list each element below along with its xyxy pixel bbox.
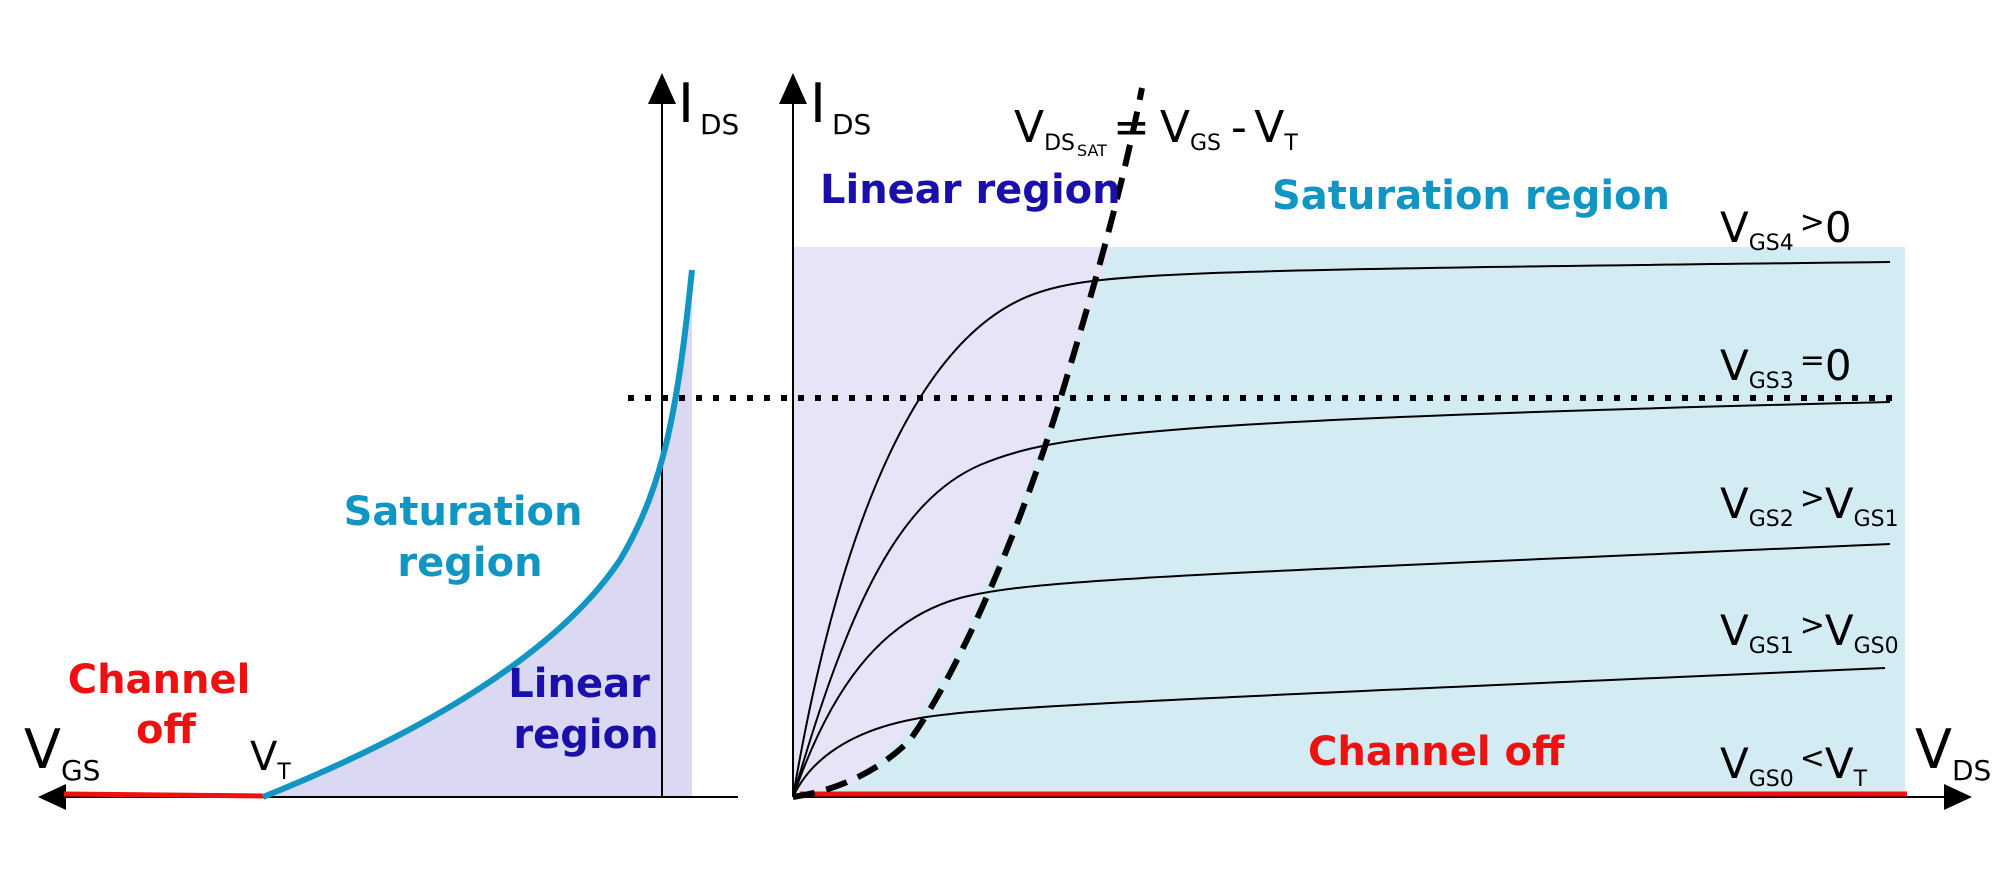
curve-label-vgs0: VGS0<VT	[1720, 739, 1868, 792]
right-x-axis-label: VDS	[1915, 718, 1991, 787]
output-curve-vgs1	[792, 667, 1886, 798]
left-linear-region-fill	[263, 270, 692, 797]
right-linear-region-label: Linear region	[820, 167, 1121, 213]
curve-label-vgs1: VGS1>VGS0	[1720, 606, 1899, 659]
curve-label-vgs3: VGS3=0	[1720, 341, 1852, 394]
output-curve-vgs4	[792, 261, 1891, 798]
left-x-axis-arrow	[38, 784, 66, 810]
curve-label-vgs4: VGS4>0	[1720, 203, 1852, 256]
right-channel-off-label: Channel off	[1308, 729, 1565, 775]
transfer-curve	[261, 269, 695, 800]
left-x-axis-label: VGS	[24, 718, 100, 787]
right-y-axis-arrow	[779, 73, 807, 104]
left-channel-off-label: Channel off	[68, 657, 265, 753]
left-y-axis-arrow	[648, 73, 676, 104]
right-saturation-region-label: Saturation region	[1272, 173, 1670, 219]
left-saturation-region-label: Saturation region	[344, 489, 597, 586]
vdssat-equation-label: VDS SAT = VGS - VT	[1014, 102, 1298, 160]
threshold-voltage-label: VT	[250, 734, 291, 785]
output-curve-vgs3	[792, 401, 1891, 798]
left-channel-off-line	[63, 791, 264, 799]
output-curve-vgs2	[792, 543, 1891, 798]
left-y-axis-label: I DS	[678, 72, 739, 141]
right-y-axis-label: I DS	[810, 72, 871, 141]
linear-region-fill	[793, 247, 1112, 797]
vdssat-boundary	[792, 87, 1145, 800]
right-x-axis-arrow	[1944, 784, 1972, 810]
curve-label-vgs2: VGS2>VGS1	[1720, 479, 1899, 532]
left-linear-region-label: Linear region	[508, 661, 663, 758]
